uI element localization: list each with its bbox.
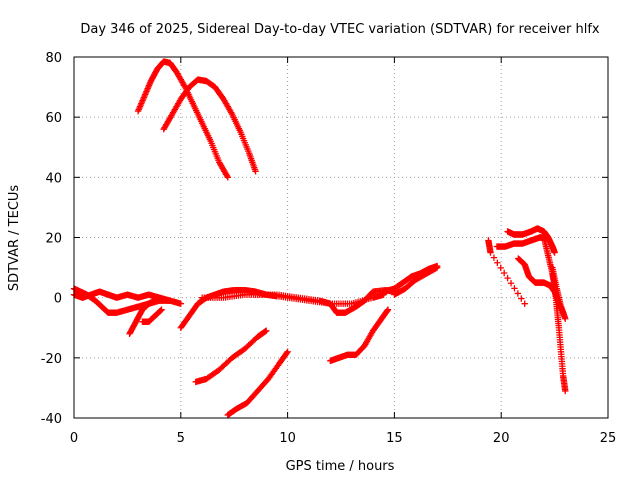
y-tick-label: 20 [45, 232, 62, 247]
series-arc-2 [160, 76, 259, 175]
data-point [166, 297, 174, 304]
x-tick-label: 25 [600, 431, 617, 446]
series-arc-4 [224, 348, 291, 419]
y-axis-label: SDTVAR / TECUs [7, 185, 22, 292]
series-arc-1 [134, 58, 231, 181]
data-series [70, 58, 569, 419]
data-point [158, 306, 165, 313]
data-point [490, 254, 498, 261]
series-arc-12 [252, 286, 398, 316]
series-arc-3 [192, 327, 270, 386]
series-arc-19 [549, 264, 569, 322]
series-arc-9 [139, 306, 165, 325]
y-tick-label: 0 [54, 292, 62, 307]
data-point [177, 300, 184, 307]
data-point [283, 349, 290, 357]
grid-lines [74, 57, 608, 418]
series-arc-7 [70, 288, 174, 304]
x-axis-label: GPS time / hours [286, 459, 395, 474]
series-arc-5 [327, 306, 392, 365]
data-point [562, 387, 569, 395]
y-tick-label: 40 [45, 171, 62, 186]
x-tick-label: 20 [493, 431, 510, 446]
plot-frame [73, 56, 609, 419]
data-point [511, 285, 518, 292]
chart-title: Day 346 of 2025, Sidereal Day-to-day VTE… [80, 22, 600, 37]
y-tick-label: 80 [45, 51, 62, 66]
data-point [151, 297, 159, 304]
data-point [562, 315, 569, 322]
axis-ticks: 0 5 10 15 20 25 -40 -20 0 20 40 60 80 [41, 51, 617, 446]
data-point [504, 274, 511, 282]
data-point [224, 174, 231, 181]
data-point [384, 306, 392, 313]
data-point [500, 269, 508, 277]
data-point [551, 249, 558, 256]
data-point [433, 264, 441, 271]
data-point [487, 249, 494, 256]
y-tick-label: -40 [41, 412, 62, 427]
data-point [514, 290, 522, 297]
x-tick-label: 10 [279, 431, 296, 446]
series-arc-16 [504, 225, 558, 256]
data-point [494, 259, 501, 266]
series-isolated [485, 237, 528, 307]
data-point [497, 264, 504, 272]
data-point [521, 300, 528, 307]
data-point [518, 295, 525, 302]
y-tick-label: -20 [41, 352, 62, 367]
y-tick-label: 60 [45, 111, 62, 126]
series-arc-14 [391, 264, 441, 298]
data-point [263, 327, 270, 334]
x-tick-label: 0 [70, 431, 78, 446]
data-point [284, 348, 291, 356]
data-point [252, 168, 259, 175]
x-tick-label: 15 [386, 431, 403, 446]
x-tick-label: 5 [177, 431, 185, 446]
series-arc-18 [540, 234, 569, 395]
data-point [507, 280, 515, 287]
series-arc-8 [126, 297, 159, 337]
